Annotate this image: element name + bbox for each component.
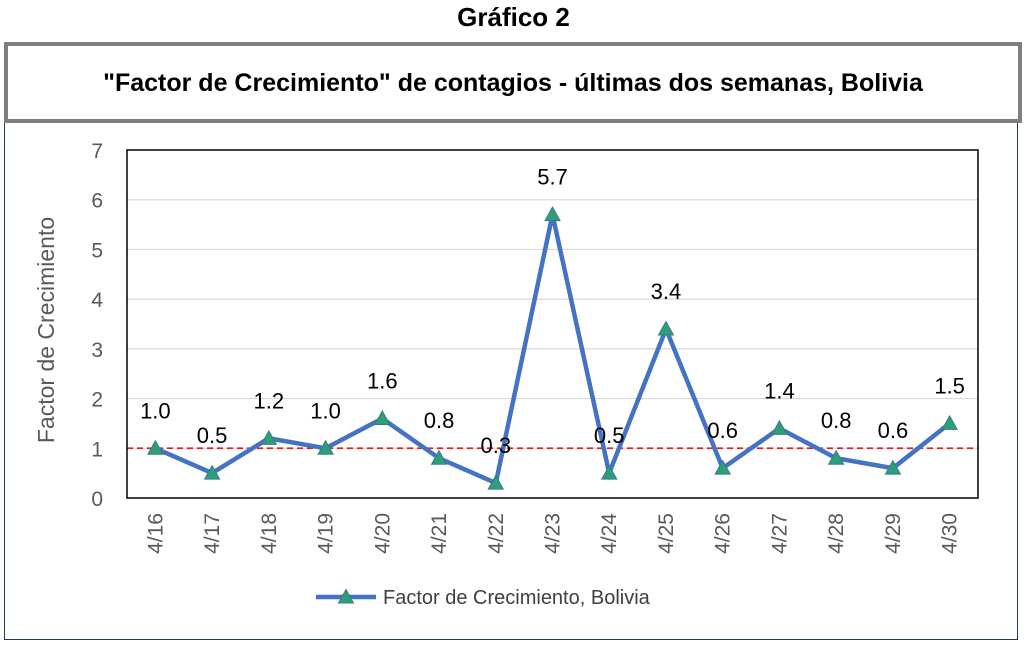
data-label: 0.6: [878, 418, 909, 443]
data-point-marker: [544, 206, 561, 222]
x-tick-label: 4/17: [201, 513, 224, 554]
chart-frame: [4, 123, 1018, 640]
x-tick-label: 4/18: [258, 513, 281, 554]
data-point-marker: [373, 409, 391, 425]
x-tick-label: 4/28: [825, 513, 848, 554]
y-tick-label: 0: [91, 488, 103, 511]
x-tick-label: 4/25: [655, 513, 678, 554]
data-label: 0.5: [197, 423, 228, 448]
chart-heading: Gráfico 2: [457, 2, 570, 32]
data-point-marker: [827, 449, 845, 465]
y-tick-label: 3: [91, 339, 103, 362]
data-label: 5.7: [537, 165, 568, 190]
y-axis-ticks: 0 1 2 3 4 5 6 7: [91, 140, 103, 511]
data-point-marker: [430, 449, 448, 465]
data-point-marker: [941, 414, 958, 430]
data-point-marker: [600, 464, 618, 480]
data-label: 1.6: [367, 368, 398, 393]
x-tick-label: 4/30: [939, 513, 962, 554]
y-tick-label: 7: [91, 140, 103, 163]
legend-marker: [337, 588, 355, 604]
x-tick-label: 4/21: [428, 513, 451, 554]
x-tick-label: 4/22: [485, 513, 508, 554]
x-axis-ticks: 4/16 4/17 4/18 4/19 4/20 4/21 4/22 4/23 4/24 4/25…: [144, 513, 961, 554]
data-point-marker: [317, 439, 334, 455]
x-tick-label: 4/20: [371, 513, 394, 554]
y-tick-label: 4: [91, 289, 103, 312]
data-point-marker: [260, 429, 278, 445]
x-tick-label: 4/24: [598, 513, 621, 554]
x-tick-label: 4/16: [144, 513, 167, 554]
data-label: 0.8: [424, 408, 455, 433]
data-label: 1.2: [254, 388, 285, 413]
data-label: 0.6: [707, 418, 738, 443]
y-axis-label: Factor de Crecimiento: [33, 217, 59, 443]
data-point-marker: [203, 464, 221, 480]
chart-title-box: "Factor de Crecimiento" de contagios - ú…: [4, 42, 1022, 123]
data-label: 1.0: [310, 398, 341, 423]
x-tick-label: 4/23: [542, 513, 565, 554]
data-labels: 1.0 0.5 1.2 1.0 1.6 0.8 0.3 5.7 0.5 3.4 0.6 1.4 0.8 0…: [140, 165, 965, 458]
y-tick-label: 2: [91, 389, 103, 412]
legend-label: Factor de Crecimiento, Bolivia: [383, 587, 651, 609]
legend: Factor de Crecimiento, Bolivia: [316, 587, 651, 609]
y-tick-label: 6: [91, 190, 103, 213]
data-label: 1.5: [934, 373, 965, 398]
series-markers: [147, 206, 958, 490]
data-label: 1.4: [764, 378, 795, 403]
data-label: 3.4: [651, 279, 682, 304]
y-tick-label: 5: [91, 239, 103, 262]
data-label: 1.0: [140, 398, 171, 423]
data-point-marker: [771, 419, 788, 435]
data-label: 0.8: [821, 408, 852, 433]
data-label: 0.5: [594, 423, 625, 448]
x-tick-label: 4/29: [882, 513, 905, 554]
data-point-marker: [714, 459, 732, 475]
data-label: 0.3: [480, 433, 511, 458]
data-point-marker: [487, 474, 505, 490]
data-point-marker: [657, 320, 675, 336]
data-point-marker: [884, 459, 902, 475]
plot-area: [126, 149, 979, 499]
x-tick-label: 4/26: [712, 513, 735, 554]
x-tick-label: 4/19: [315, 513, 338, 554]
x-tick-label: 4/27: [768, 513, 791, 554]
data-point-marker: [147, 439, 164, 455]
y-tick-label: 1: [91, 438, 103, 461]
chart-title: "Factor de Crecimiento" de contagios - ú…: [103, 68, 923, 97]
